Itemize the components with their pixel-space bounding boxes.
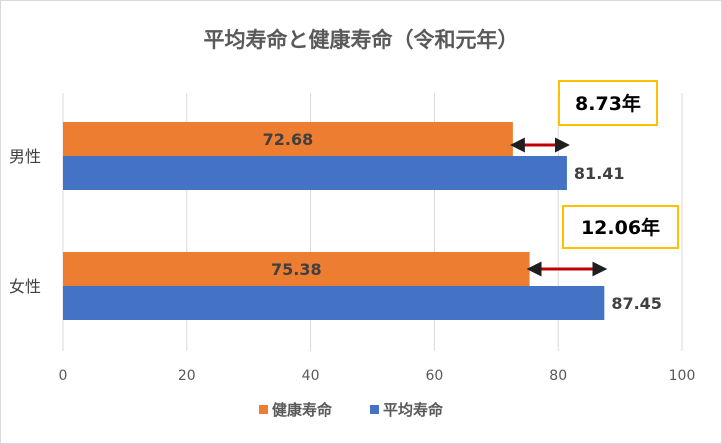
x-tick-label: 20 <box>178 368 196 384</box>
bar <box>63 286 605 320</box>
x-tick-label: 80 <box>549 368 567 384</box>
legend-label: 健康寿命 <box>272 401 333 419</box>
bar <box>63 122 513 156</box>
callout-text: 12.06年 <box>581 216 660 239</box>
data-label: 75.38 <box>271 260 322 279</box>
bar <box>63 156 567 190</box>
category-label: 女性 <box>9 277 41 296</box>
callout-box <box>558 80 658 126</box>
bar <box>63 252 530 286</box>
x-tick-label: 0 <box>59 368 68 384</box>
category-label: 男性 <box>9 147 41 166</box>
chart-title: 平均寿命と健康寿命（令和元年） <box>204 28 519 52</box>
data-label: 87.45 <box>611 294 662 313</box>
callout-text: 8.73年 <box>575 92 641 115</box>
callout-box <box>562 205 679 249</box>
x-tick-label: 100 <box>669 368 696 384</box>
x-tick-label: 60 <box>425 368 443 384</box>
data-label: 81.41 <box>574 164 625 183</box>
legend-label: 平均寿命 <box>383 401 444 419</box>
legend-swatch <box>370 405 379 414</box>
legend-swatch <box>259 405 268 414</box>
x-tick-label: 40 <box>302 368 320 384</box>
data-label: 72.68 <box>263 130 314 149</box>
